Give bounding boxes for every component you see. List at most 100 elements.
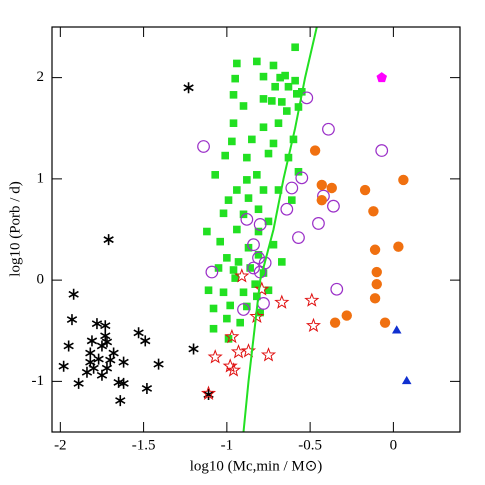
square-point — [291, 76, 299, 85]
square-point — [248, 135, 256, 144]
open-circle-point — [237, 303, 250, 316]
square-point — [236, 318, 244, 327]
open-circle-point — [322, 122, 335, 136]
filled-circle-point — [379, 317, 391, 328]
square-point — [274, 119, 283, 127]
square-point — [239, 102, 248, 110]
asterisk-point — [183, 82, 194, 94]
open-circle-point — [247, 261, 260, 275]
filled-circle-point — [393, 241, 404, 252]
square-point — [219, 209, 228, 218]
x-tick-label: -2 — [54, 437, 67, 453]
x-tick-label: -1 — [221, 437, 234, 453]
open-star-point — [201, 385, 217, 401]
filled-circle-point — [326, 182, 337, 194]
square-point — [243, 176, 251, 184]
asterisk-point — [103, 234, 114, 246]
open-circle-point — [327, 199, 340, 213]
asterisk-point — [66, 314, 78, 326]
open-circle-point — [375, 144, 389, 157]
square-point — [244, 194, 253, 202]
open-star-point — [260, 347, 277, 362]
square-point — [209, 304, 218, 313]
asterisk-point — [73, 377, 84, 389]
asterisk-point — [100, 320, 111, 332]
asterisk-point — [100, 330, 111, 342]
asterisk-point — [188, 343, 199, 355]
square-point — [293, 90, 301, 98]
open-circle-point — [258, 256, 272, 270]
asterisk-point — [140, 335, 151, 347]
square-point — [203, 227, 211, 236]
y-tick-label: -1 — [32, 373, 45, 389]
open-star-point — [304, 292, 320, 307]
asterisk-point — [68, 288, 79, 300]
filled-circle-point — [368, 206, 379, 217]
x-tick-label: -0.5 — [298, 437, 322, 453]
open-circle-point — [330, 282, 344, 296]
square-point — [223, 314, 231, 323]
square-point — [223, 254, 231, 262]
filled-circle-point — [316, 194, 327, 206]
square-point — [251, 280, 259, 288]
open-star-point — [274, 294, 290, 309]
square-point — [254, 205, 263, 214]
open-star-point — [249, 308, 265, 323]
open-circle-point — [247, 238, 260, 252]
fit-line — [242, 27, 318, 432]
open-star-point — [305, 317, 321, 333]
square-point — [264, 217, 273, 226]
square-point — [229, 266, 238, 274]
filled-circle-point — [316, 179, 327, 191]
frame — [51, 26, 461, 433]
open-circle-point — [292, 231, 305, 245]
square-point — [268, 97, 276, 105]
open-star-point — [222, 358, 238, 373]
asterisk-point — [133, 327, 144, 339]
square-point — [234, 258, 243, 266]
asterisk-point — [63, 340, 74, 352]
asterisk-point — [118, 377, 129, 389]
square-point — [226, 301, 234, 310]
square-point — [269, 139, 278, 148]
open-circle-point — [257, 297, 270, 310]
asterisk-point — [141, 382, 153, 394]
square-point — [291, 43, 299, 52]
square-point — [231, 274, 239, 282]
y-tick-label: 1 — [37, 170, 45, 186]
open-circle-point — [285, 181, 299, 195]
square-point — [231, 74, 239, 83]
x-axis-label: log10 (Mc,min / M⊙) — [190, 458, 323, 474]
square-point — [254, 227, 263, 236]
square-point — [233, 186, 241, 194]
square-point — [284, 82, 293, 91]
asterisk-point — [85, 356, 96, 368]
filled-circle-point — [341, 310, 352, 321]
square-point — [294, 167, 303, 176]
square-point — [214, 264, 223, 272]
filled-circle-point — [398, 174, 409, 186]
square-point — [283, 107, 291, 115]
asterisk-point — [81, 366, 93, 378]
asterisk-point — [96, 369, 108, 381]
pentagon-point — [376, 72, 387, 83]
filled-circle-point — [371, 278, 382, 290]
square-point — [229, 119, 238, 127]
asterisk-point — [115, 395, 126, 407]
open-circle-point — [205, 265, 219, 279]
filled-circle-point — [369, 293, 381, 304]
open-star-point — [225, 362, 242, 377]
square-point — [278, 258, 286, 266]
square-point — [259, 72, 268, 81]
filled-circle-point — [329, 317, 341, 328]
square-point — [254, 251, 263, 259]
square-point — [209, 324, 218, 333]
triangle-point — [392, 325, 402, 334]
filled-circle-point — [309, 145, 321, 156]
square-point — [228, 137, 236, 146]
open-star-point — [254, 281, 270, 296]
square-point — [239, 288, 248, 297]
square-point — [211, 171, 219, 179]
square-point — [221, 151, 229, 160]
square-point — [259, 123, 268, 132]
